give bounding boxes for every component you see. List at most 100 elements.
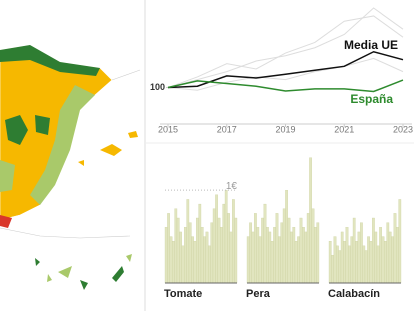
bar — [215, 194, 218, 284]
x-tick-label: 2015 — [158, 124, 178, 134]
bar — [374, 231, 378, 284]
bar — [278, 236, 281, 284]
x-tick-label: 2021 — [334, 124, 354, 134]
bar — [188, 222, 192, 284]
bar — [179, 231, 182, 284]
bar — [328, 241, 332, 284]
bar — [222, 203, 226, 284]
bar — [270, 241, 274, 284]
bar — [196, 217, 199, 284]
bar — [164, 227, 168, 284]
bar — [258, 236, 262, 284]
x-tick-label: 2023 — [393, 124, 413, 134]
chart-title: Tomate — [164, 288, 202, 300]
bar — [232, 199, 235, 284]
bar — [184, 227, 187, 284]
bar — [285, 189, 288, 284]
bar — [292, 227, 296, 284]
bar — [364, 250, 368, 284]
bar — [362, 245, 366, 284]
x-tick-label: 2017 — [217, 124, 237, 134]
bar — [386, 222, 390, 284]
bar — [268, 231, 272, 284]
bar — [398, 199, 402, 284]
bar — [249, 222, 252, 284]
bar — [254, 213, 257, 284]
bar — [314, 227, 317, 284]
bar — [311, 208, 315, 284]
bar — [181, 245, 185, 284]
bar — [273, 227, 276, 284]
bar — [266, 227, 269, 284]
chart-title: Calabacín — [328, 288, 380, 300]
bar — [372, 217, 375, 284]
bar — [256, 227, 260, 284]
bar — [290, 231, 293, 284]
bar — [352, 217, 356, 284]
bar — [333, 236, 337, 284]
bar — [343, 241, 346, 284]
bar — [384, 241, 387, 284]
bar — [174, 208, 178, 284]
bar — [246, 236, 250, 284]
bar — [280, 222, 284, 284]
series-label: España — [350, 92, 393, 106]
bar — [234, 217, 238, 284]
bar — [294, 241, 298, 284]
series-line — [167, 7, 404, 89]
bar — [345, 227, 349, 284]
y-tick-label: 1€ — [226, 181, 238, 192]
bar — [379, 227, 382, 284]
bar — [350, 236, 354, 284]
bar — [261, 217, 264, 284]
series-line — [167, 79, 404, 93]
bar — [282, 208, 286, 284]
bar — [381, 236, 385, 284]
chart-title: Pera — [246, 288, 271, 300]
bar — [205, 231, 209, 284]
bar — [396, 227, 399, 284]
bar — [212, 208, 216, 284]
map — [0, 44, 141, 290]
bar — [391, 236, 394, 284]
bar — [302, 227, 305, 284]
bar — [203, 236, 206, 284]
series-line — [167, 57, 404, 91]
bar — [198, 203, 202, 284]
bar — [172, 241, 175, 284]
bar — [309, 157, 312, 284]
bar — [210, 222, 214, 284]
bar — [299, 217, 303, 284]
bar — [316, 222, 320, 284]
bar — [357, 231, 361, 284]
bar — [304, 231, 308, 284]
bar — [208, 245, 211, 284]
bar — [224, 189, 228, 284]
bar — [369, 241, 373, 284]
bar — [336, 245, 339, 284]
bar — [229, 231, 233, 284]
x-tick-label: 2019 — [275, 124, 295, 134]
series-line — [167, 15, 404, 89]
bar — [393, 213, 397, 284]
bar — [275, 213, 279, 284]
bar — [338, 250, 342, 284]
bar — [348, 245, 351, 284]
series-label: Media UE — [344, 38, 398, 52]
bar — [169, 236, 173, 284]
bar — [217, 217, 221, 284]
bar — [200, 227, 204, 284]
y-tick-label: 100 — [150, 82, 165, 92]
bar — [306, 213, 310, 284]
bar — [360, 222, 363, 284]
bar — [220, 227, 223, 284]
bar — [167, 213, 170, 284]
bar — [376, 245, 380, 284]
bar — [251, 231, 255, 284]
bar — [297, 236, 300, 284]
bar — [176, 217, 180, 284]
bar — [191, 236, 194, 284]
bar — [367, 236, 370, 284]
bar — [355, 241, 358, 284]
